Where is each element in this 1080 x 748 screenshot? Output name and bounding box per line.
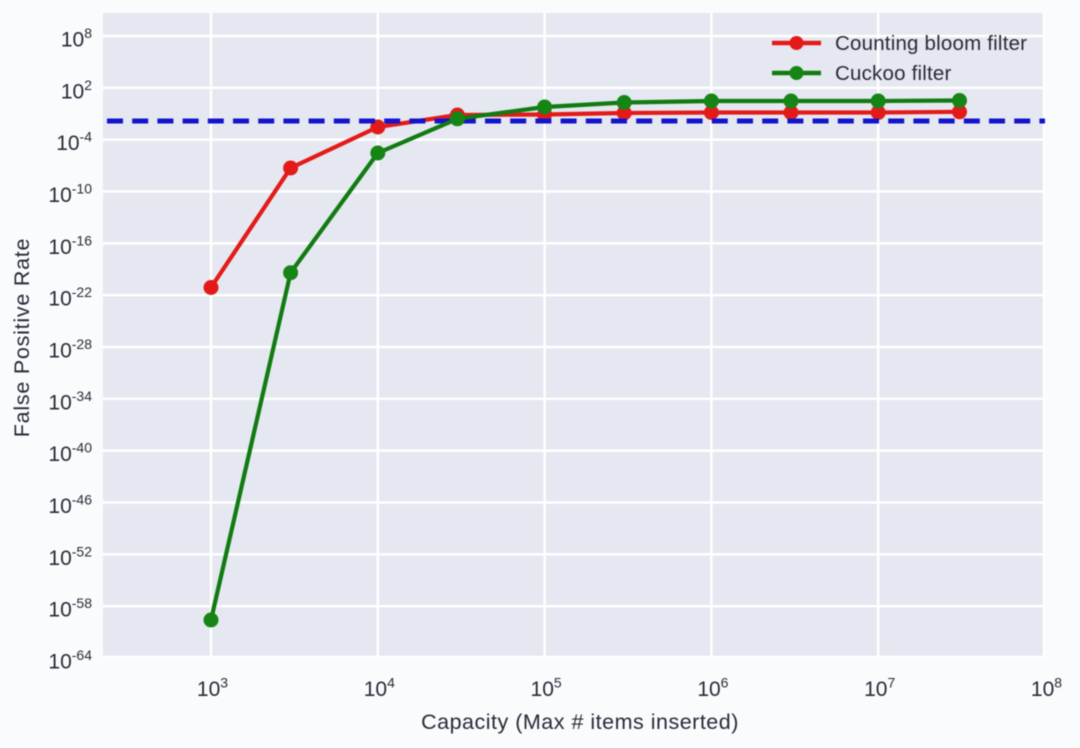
- svg-text:10-16: 10-16: [48, 232, 92, 258]
- svg-text:10-10: 10-10: [48, 181, 92, 208]
- svg-text:10-58: 10-58: [48, 595, 92, 622]
- svg-text:107: 107: [864, 675, 895, 702]
- svg-text:103: 103: [197, 675, 228, 702]
- svg-text:106: 106: [697, 675, 728, 702]
- svg-text:10-28: 10-28: [48, 336, 92, 363]
- svg-text:10-40: 10-40: [48, 440, 92, 467]
- svg-text:108: 108: [1031, 675, 1062, 702]
- svg-text:10-22: 10-22: [48, 284, 92, 311]
- svg-text:105: 105: [531, 675, 562, 702]
- svg-text:Capacity (Max # items inserted: Capacity (Max # items inserted): [421, 710, 739, 734]
- svg-text:10-64: 10-64: [48, 647, 92, 674]
- svg-text:Counting bloom filter: Counting bloom filter: [835, 32, 1027, 55]
- svg-text:10-4: 10-4: [56, 129, 92, 156]
- svg-text:10-46: 10-46: [48, 492, 92, 519]
- svg-text:10-34: 10-34: [48, 388, 92, 415]
- svg-text:False Positive Rate: False Positive Rate: [10, 238, 34, 437]
- svg-text:108: 108: [61, 25, 92, 52]
- svg-text:10-52: 10-52: [48, 543, 92, 570]
- svg-text:102: 102: [61, 77, 92, 104]
- svg-text:104: 104: [364, 675, 395, 702]
- svg-text:Cuckoo filter: Cuckoo filter: [835, 62, 952, 85]
